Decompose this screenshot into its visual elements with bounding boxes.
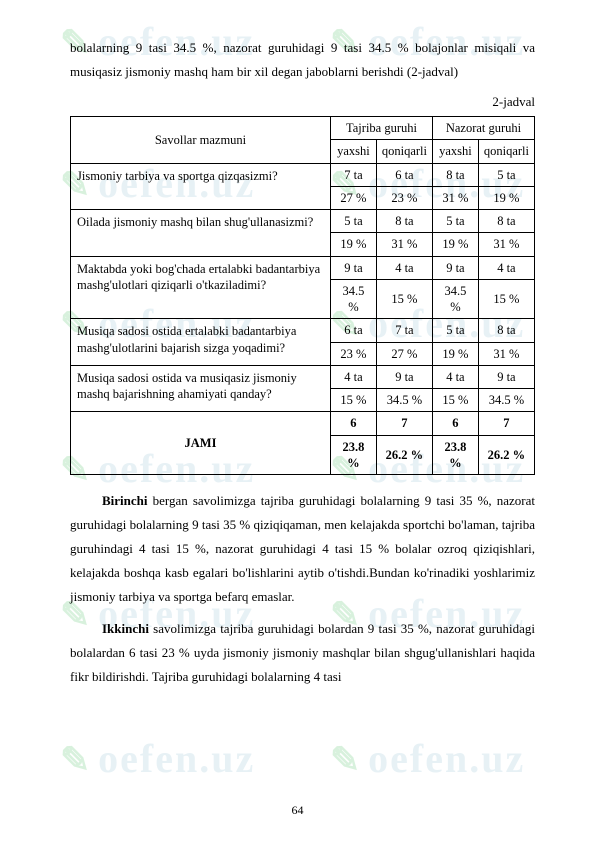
jami-cell: 26.2 % bbox=[478, 435, 534, 475]
data-cell: 34.5 % bbox=[432, 279, 478, 319]
data-cell: 9 ta bbox=[331, 256, 377, 279]
data-cell: 7 ta bbox=[331, 163, 377, 186]
intro-text: bolalarning 9 tasi 34.5 %, nazorat guruh… bbox=[70, 36, 535, 84]
data-cell: 15 % bbox=[432, 389, 478, 412]
col-nazorat: Nazorat guruhi bbox=[432, 117, 534, 140]
jami-row-1: JAMI 6 7 6 7 bbox=[71, 412, 535, 435]
question-cell: Musiqa sadosi ostida va musiqasiz jismon… bbox=[71, 365, 331, 412]
data-cell: 34.5 % bbox=[331, 279, 377, 319]
question-cell: Musiqa sadosi ostida ertalabki badantarb… bbox=[71, 319, 331, 366]
table-row: Oilada jismoniy mashq bilan shug'ullanas… bbox=[71, 210, 535, 233]
data-cell: 8 ta bbox=[478, 210, 534, 233]
col-tajriba: Tajriba guruhi bbox=[331, 117, 433, 140]
data-cell: 19 % bbox=[331, 233, 377, 256]
jami-label: JAMI bbox=[71, 412, 331, 475]
data-cell: 9 ta bbox=[376, 365, 432, 388]
data-cell: 4 ta bbox=[478, 256, 534, 279]
data-cell: 34.5 % bbox=[478, 389, 534, 412]
page-content: bolalarning 9 tasi 34.5 %, nazorat guruh… bbox=[0, 0, 595, 710]
data-cell: 6 ta bbox=[331, 319, 377, 342]
watermark: ✎oefen.uz bbox=[330, 735, 525, 782]
paragraph-1: Birinchi bergan savolimizga tajriba guru… bbox=[70, 489, 535, 609]
jami-cell: 26.2 % bbox=[376, 435, 432, 475]
data-cell: 8 ta bbox=[376, 210, 432, 233]
jami-cell: 23.8 % bbox=[432, 435, 478, 475]
table-header-row: Savollar mazmuni Tajriba guruhi Nazorat … bbox=[71, 117, 535, 140]
data-cell: 5 ta bbox=[331, 210, 377, 233]
question-cell: Oilada jismoniy mashq bilan shug'ullanas… bbox=[71, 210, 331, 257]
data-cell: 27 % bbox=[331, 186, 377, 209]
question-cell: Jismoniy tarbiya va sportga qizqasizmi? bbox=[71, 163, 331, 210]
table-row: Musiqa sadosi ostida va musiqasiz jismon… bbox=[71, 365, 535, 388]
col-qoniqarli-2: qoniqarli bbox=[478, 140, 534, 163]
jami-cell: 7 bbox=[478, 412, 534, 435]
para2-bold: Ikkinchi bbox=[102, 621, 149, 636]
data-cell: 31 % bbox=[432, 186, 478, 209]
col-qoniqarli-1: qoniqarli bbox=[376, 140, 432, 163]
table-label: 2-jadval bbox=[70, 90, 535, 114]
data-cell: 31 % bbox=[478, 342, 534, 365]
data-cell: 19 % bbox=[432, 233, 478, 256]
data-cell: 9 ta bbox=[432, 256, 478, 279]
table-row: Musiqa sadosi ostida ertalabki badantarb… bbox=[71, 319, 535, 342]
para1-text: bergan savolimizga tajriba guruhidagi bo… bbox=[70, 493, 535, 604]
data-cell: 15 % bbox=[376, 279, 432, 319]
col-savol: Savollar mazmuni bbox=[71, 117, 331, 164]
data-cell: 8 ta bbox=[478, 319, 534, 342]
data-cell: 19 % bbox=[432, 342, 478, 365]
data-cell: 8 ta bbox=[432, 163, 478, 186]
col-yaxshi-2: yaxshi bbox=[432, 140, 478, 163]
data-cell: 5 ta bbox=[432, 319, 478, 342]
data-cell: 27 % bbox=[376, 342, 432, 365]
data-cell: 31 % bbox=[478, 233, 534, 256]
data-cell: 4 ta bbox=[432, 365, 478, 388]
jami-cell: 6 bbox=[331, 412, 377, 435]
watermark: ✎oefen.uz bbox=[60, 735, 255, 782]
data-cell: 6 ta bbox=[376, 163, 432, 186]
jami-cell: 7 bbox=[376, 412, 432, 435]
data-cell: 23 % bbox=[376, 186, 432, 209]
data-cell: 31 % bbox=[376, 233, 432, 256]
table-row: Maktabda yoki bog'chada ertalabki badant… bbox=[71, 256, 535, 279]
data-cell: 23 % bbox=[331, 342, 377, 365]
data-cell: 7 ta bbox=[376, 319, 432, 342]
data-cell: 4 ta bbox=[376, 256, 432, 279]
question-cell: Maktabda yoki bog'chada ertalabki badant… bbox=[71, 256, 331, 319]
jami-cell: 6 bbox=[432, 412, 478, 435]
data-table: Savollar mazmuni Tajriba guruhi Nazorat … bbox=[70, 116, 535, 475]
page-number: 64 bbox=[0, 803, 595, 818]
col-yaxshi-1: yaxshi bbox=[331, 140, 377, 163]
data-cell: 4 ta bbox=[331, 365, 377, 388]
jami-cell: 23.8 % bbox=[331, 435, 377, 475]
data-cell: 5 ta bbox=[432, 210, 478, 233]
data-cell: 15 % bbox=[478, 279, 534, 319]
data-cell: 5 ta bbox=[478, 163, 534, 186]
data-cell: 34.5 % bbox=[376, 389, 432, 412]
table-row: Jismoniy tarbiya va sportga qizqasizmi?7… bbox=[71, 163, 535, 186]
data-cell: 15 % bbox=[331, 389, 377, 412]
data-cell: 9 ta bbox=[478, 365, 534, 388]
para1-bold: Birinchi bbox=[102, 493, 148, 508]
data-cell: 19 % bbox=[478, 186, 534, 209]
paragraph-2: Ikkinchi savolimizga tajriba guruhidagi … bbox=[70, 617, 535, 689]
